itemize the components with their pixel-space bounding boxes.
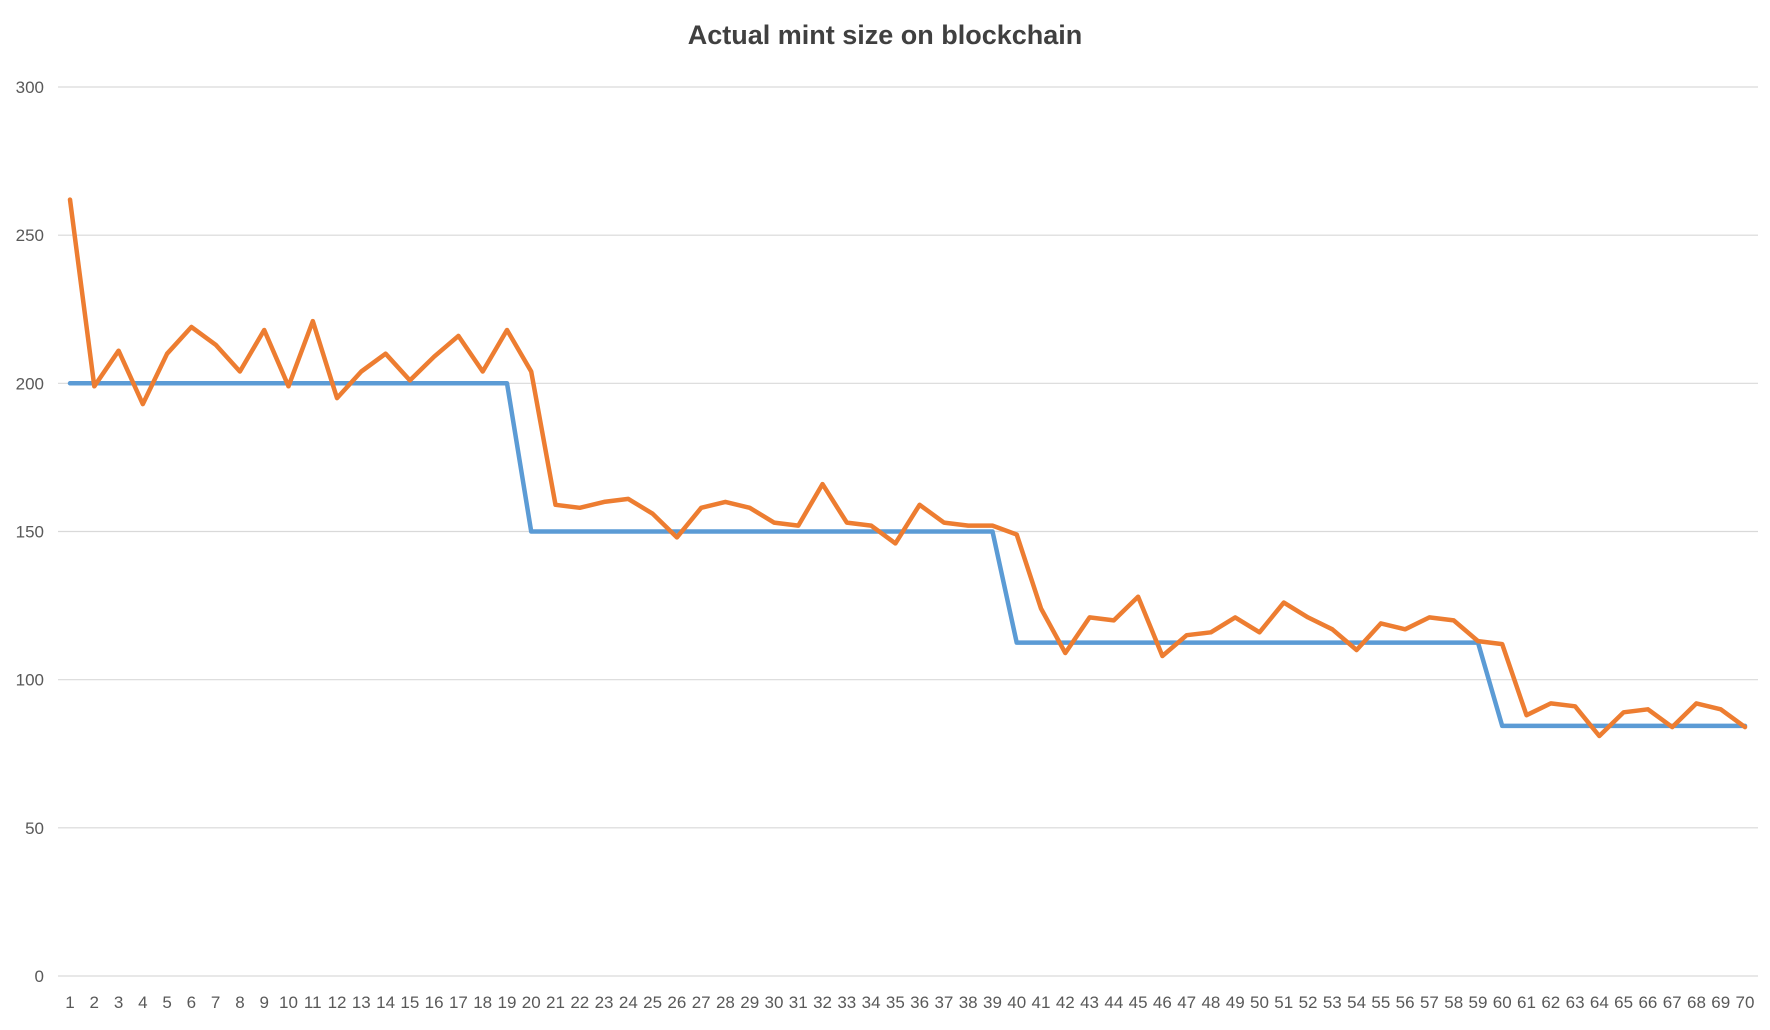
x-tick-label: 68 <box>1687 993 1706 1012</box>
x-tick-label: 41 <box>1032 993 1051 1012</box>
x-tick-label: 35 <box>886 993 905 1012</box>
x-tick-label: 55 <box>1371 993 1390 1012</box>
y-tick-label: 0 <box>35 967 44 986</box>
x-tick-label: 62 <box>1541 993 1560 1012</box>
y-axis-tick-labels: 0 50 100 150 200 250 300 <box>16 78 44 986</box>
x-tick-label: 12 <box>328 993 347 1012</box>
x-tick-label: 3 <box>114 993 123 1012</box>
x-tick-label: 8 <box>235 993 244 1012</box>
y-tick-label: 50 <box>25 819 44 838</box>
x-tick-label: 32 <box>813 993 832 1012</box>
x-tick-label: 25 <box>643 993 662 1012</box>
x-tick-label: 6 <box>187 993 196 1012</box>
x-tick-label: 5 <box>162 993 171 1012</box>
x-tick-label: 48 <box>1201 993 1220 1012</box>
x-tick-label: 57 <box>1420 993 1439 1012</box>
x-tick-label: 65 <box>1614 993 1633 1012</box>
x-tick-label: 64 <box>1590 993 1609 1012</box>
x-tick-label: 58 <box>1444 993 1463 1012</box>
y-tick-label: 100 <box>16 671 44 690</box>
x-tick-label: 36 <box>910 993 929 1012</box>
x-tick-label: 66 <box>1638 993 1657 1012</box>
x-tick-label: 47 <box>1177 993 1196 1012</box>
x-tick-label: 69 <box>1711 993 1730 1012</box>
x-tick-label: 53 <box>1323 993 1342 1012</box>
x-tick-label: 61 <box>1517 993 1536 1012</box>
x-tick-label: 7 <box>211 993 220 1012</box>
x-tick-label: 17 <box>449 993 468 1012</box>
y-tick-label: 250 <box>16 226 44 245</box>
x-tick-label: 4 <box>138 993 147 1012</box>
x-tick-label: 56 <box>1396 993 1415 1012</box>
y-tick-label: 300 <box>16 78 44 97</box>
x-tick-label: 45 <box>1129 993 1148 1012</box>
x-tick-label: 20 <box>522 993 541 1012</box>
x-tick-label: 34 <box>862 993 881 1012</box>
x-tick-label: 21 <box>546 993 565 1012</box>
x-tick-label: 22 <box>570 993 589 1012</box>
x-tick-label: 28 <box>716 993 735 1012</box>
x-tick-label: 38 <box>959 993 978 1012</box>
x-tick-label: 29 <box>740 993 759 1012</box>
x-tick-label: 43 <box>1080 993 1099 1012</box>
x-tick-label: 46 <box>1153 993 1172 1012</box>
x-tick-label: 24 <box>619 993 638 1012</box>
x-tick-label: 2 <box>90 993 99 1012</box>
x-tick-label: 9 <box>259 993 268 1012</box>
x-tick-label: 50 <box>1250 993 1269 1012</box>
x-tick-label: 44 <box>1104 993 1123 1012</box>
x-tick-label: 26 <box>667 993 686 1012</box>
x-tick-label: 60 <box>1493 993 1512 1012</box>
x-axis-tick-labels: 1 2 3 4 5 6 7 8 9 10 11 12 13 14 15 16 17 18 19 20 21 22 23 24 2… <box>65 993 1754 1012</box>
x-tick-label: 39 <box>983 993 1002 1012</box>
x-tick-label: 63 <box>1566 993 1585 1012</box>
series-line-1 <box>67 381 1748 729</box>
x-tick-label: 18 <box>473 993 492 1012</box>
x-tick-label: 1 <box>65 993 74 1012</box>
x-tick-label: 10 <box>279 993 298 1012</box>
series-lines <box>67 197 1748 739</box>
y-tick-label: 200 <box>16 374 44 393</box>
x-tick-label: 30 <box>765 993 784 1012</box>
x-tick-label: 27 <box>692 993 711 1012</box>
x-tick-label: 42 <box>1056 993 1075 1012</box>
x-tick-label: 19 <box>497 993 516 1012</box>
x-tick-label: 40 <box>1007 993 1026 1012</box>
x-tick-label: 16 <box>425 993 444 1012</box>
x-tick-label: 11 <box>304 993 322 1012</box>
x-tick-label: 51 <box>1274 993 1293 1012</box>
x-tick-label: 67 <box>1663 993 1682 1012</box>
x-tick-label: 70 <box>1736 993 1755 1012</box>
x-tick-label: 23 <box>595 993 614 1012</box>
chart-title: Actual mint size on blockchain <box>688 20 1083 50</box>
x-tick-label: 37 <box>934 993 953 1012</box>
x-tick-label: 54 <box>1347 993 1366 1012</box>
y-tick-label: 150 <box>16 523 44 542</box>
x-tick-label: 59 <box>1469 993 1488 1012</box>
x-tick-label: 49 <box>1226 993 1245 1012</box>
x-tick-label: 13 <box>352 993 371 1012</box>
x-tick-label: 15 <box>400 993 419 1012</box>
series-line-2 <box>67 197 1748 739</box>
x-tick-label: 33 <box>837 993 856 1012</box>
x-tick-label: 14 <box>376 993 395 1012</box>
x-tick-label: 52 <box>1299 993 1318 1012</box>
x-tick-label: 31 <box>789 993 808 1012</box>
